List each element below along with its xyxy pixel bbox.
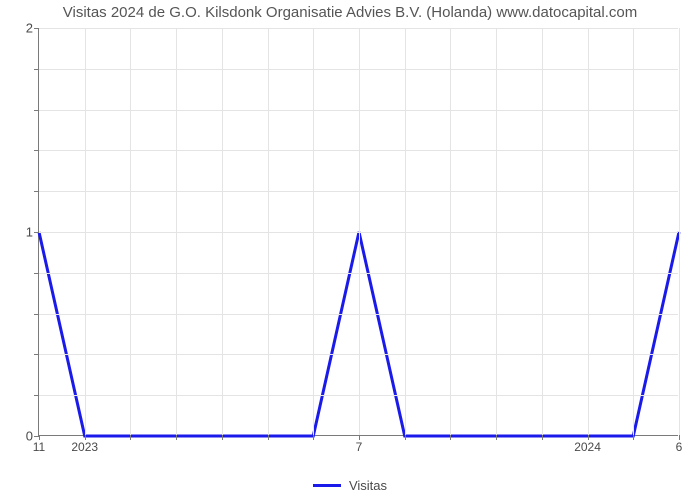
- x-tick-mark: [268, 435, 269, 440]
- chart-container: Visitas 2024 de G.O. Kilsdonk Organisati…: [0, 0, 700, 500]
- legend: Visitas: [0, 478, 700, 493]
- gridline-vertical: [176, 28, 177, 435]
- chart-title: Visitas 2024 de G.O. Kilsdonk Organisati…: [0, 4, 700, 21]
- x-tick-label: 2023: [71, 440, 98, 454]
- x-tick-label: 11: [33, 440, 45, 454]
- gridline-vertical: [679, 28, 680, 435]
- x-tick-mark: [130, 435, 131, 440]
- y-tick-mark: [34, 150, 39, 151]
- gridline-vertical: [222, 28, 223, 435]
- gridline-vertical: [405, 28, 406, 435]
- y-tick-mark: [34, 110, 39, 111]
- gridline-vertical: [588, 28, 589, 435]
- y-tick-mark: [34, 395, 39, 396]
- gridline-vertical: [268, 28, 269, 435]
- y-tick-mark: [34, 273, 39, 274]
- gridline-vertical: [542, 28, 543, 435]
- legend-label: Visitas: [349, 478, 387, 493]
- y-tick-mark: [34, 314, 39, 315]
- plot-area: 012112023720246: [38, 28, 678, 436]
- y-tick-label: 1: [26, 225, 33, 240]
- gridline-vertical: [313, 28, 314, 435]
- x-tick-mark: [176, 435, 177, 440]
- gridline-vertical: [496, 28, 497, 435]
- gridline-vertical: [85, 28, 86, 435]
- x-tick-mark: [496, 435, 497, 440]
- x-tick-mark: [222, 435, 223, 440]
- gridline-vertical: [359, 28, 360, 435]
- y-tick-mark: [34, 232, 39, 233]
- x-tick-label: 6: [676, 440, 683, 454]
- x-tick-mark: [633, 435, 634, 440]
- y-tick-mark: [34, 191, 39, 192]
- x-tick-mark: [405, 435, 406, 440]
- y-tick-mark: [34, 69, 39, 70]
- gridline-vertical: [130, 28, 131, 435]
- x-tick-mark: [313, 435, 314, 440]
- legend-swatch: [313, 484, 341, 487]
- y-tick-mark: [34, 354, 39, 355]
- y-tick-mark: [34, 28, 39, 29]
- x-tick-mark: [542, 435, 543, 440]
- x-tick-label: 7: [356, 440, 363, 454]
- gridline-vertical: [633, 28, 634, 435]
- y-tick-label: 2: [26, 21, 33, 36]
- gridline-vertical: [450, 28, 451, 435]
- x-tick-label: 2024: [574, 440, 601, 454]
- x-tick-mark: [450, 435, 451, 440]
